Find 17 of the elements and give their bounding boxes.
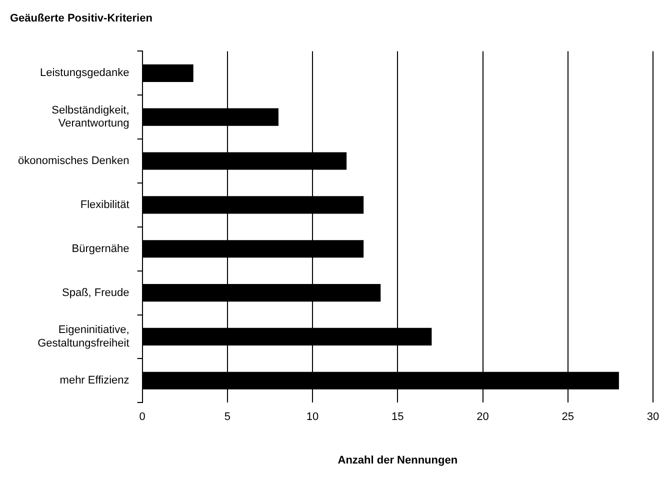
y-tick-label: Leistungsgedanke [40, 67, 130, 80]
y-tick-label: Selbständigkeit, Verantwortung [52, 104, 130, 130]
y-tick-label: mehr Effizienz [60, 374, 130, 387]
x-tick-label: 5 [224, 411, 230, 424]
x-axis-title: Anzahl der Nennungen [338, 454, 458, 466]
x-tick-label: 10 [306, 411, 319, 424]
x-tick-label: 0 [139, 411, 146, 424]
y-tick-label: Flexibilität [80, 198, 130, 211]
y-tick-label: Spaß, Freude [62, 286, 130, 299]
x-tick-label: 15 [392, 411, 404, 424]
y-tick-label: ökonomisches Denken [18, 155, 130, 168]
y-tick-label: Eigeninitiative, Gestaltungsfreiheit [38, 324, 130, 350]
x-tick-label: 25 [562, 411, 574, 424]
x-tick-label: 20 [476, 411, 489, 424]
x-tick-label: 30 [646, 411, 660, 424]
chart-title: Geäußerte Positiv-Kriterien [10, 12, 153, 25]
y-tick-label: Bürgernähe [72, 242, 130, 255]
